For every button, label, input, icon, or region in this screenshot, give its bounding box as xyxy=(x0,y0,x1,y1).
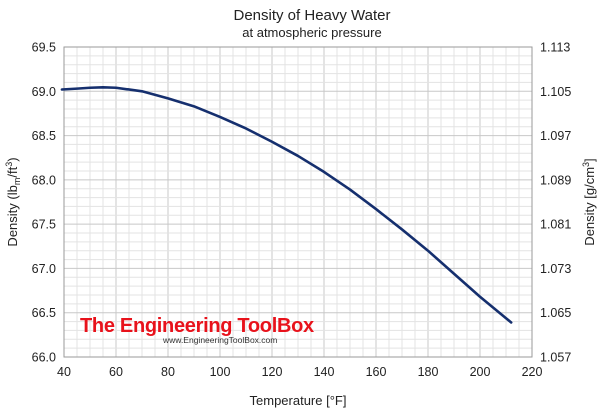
y-tick-label-left: 68.0 xyxy=(32,173,56,187)
y-left-label-sub: m xyxy=(12,178,22,186)
y-tick-label-right: 1.089 xyxy=(540,173,571,187)
y-tick-labels-right: 1.057 1.065 1.073 1.081 1.089 1.097 1.105 1.113 xyxy=(540,41,571,365)
y-tick-label-right: 1.105 xyxy=(540,85,571,99)
y-tick-label-left: 66.5 xyxy=(32,306,56,320)
x-tick-label: 180 xyxy=(418,365,439,379)
watermark-brand: The Engineering ToolBox xyxy=(80,315,314,337)
y-tick-label-left: 67.5 xyxy=(32,218,56,232)
y-tick-label-left: 68.5 xyxy=(32,129,56,143)
y-left-label-mid: /ft xyxy=(5,166,20,177)
x-tick-label: 80 xyxy=(161,365,175,379)
x-tick-label: 220 xyxy=(522,365,543,379)
y-tick-label-left: 69.0 xyxy=(32,85,56,99)
y-left-label-pre: Density (lb xyxy=(5,185,20,246)
series-line-density xyxy=(60,86,513,324)
y-tick-label-right: 1.113 xyxy=(540,41,570,55)
x-axis-label: Temperature [°F] xyxy=(250,393,347,408)
y-tick-labels-left: 66.0 66.5 67.0 67.5 68.0 68.5 69.0 69.5 xyxy=(32,41,56,365)
chart-title: Density of Heavy Water xyxy=(234,7,391,24)
y-axis-label-left: Density (lbm/ft3) xyxy=(4,157,22,246)
y-right-label-sup: 3 xyxy=(581,162,591,167)
x-tick-label: 60 xyxy=(109,365,123,379)
y-axis-label-right: Density [g/cm3] xyxy=(581,158,597,245)
x-tick-label: 40 xyxy=(57,365,71,379)
x-tick-label: 200 xyxy=(470,365,491,379)
y-tick-label-left: 67.0 xyxy=(32,262,56,276)
x-tick-label: 140 xyxy=(314,365,335,379)
y-tick-label-right: 1.081 xyxy=(540,218,571,232)
watermark: The Engineering ToolBox www.EngineeringT… xyxy=(80,315,314,345)
y-right-label-post: ] xyxy=(582,158,597,162)
y-tick-label-left: 66.0 xyxy=(32,351,56,365)
y-tick-label-right: 1.097 xyxy=(540,129,571,143)
x-tick-label: 100 xyxy=(210,365,231,379)
grid xyxy=(63,46,533,358)
y-tick-label-right: 1.073 xyxy=(540,262,571,276)
chart-subtitle: at atmospheric pressure xyxy=(242,25,381,40)
watermark-url: www.EngineeringToolBox.com xyxy=(162,335,277,345)
y-left-label-post: ) xyxy=(5,157,20,161)
x-tick-label: 120 xyxy=(262,365,283,379)
y-tick-label-right: 1.057 xyxy=(540,351,571,365)
y-right-label-pre: Density [g/cm xyxy=(582,167,597,246)
x-tick-label: 160 xyxy=(366,365,387,379)
plot-frame xyxy=(63,46,533,358)
y-left-label-sup: 3 xyxy=(4,162,14,167)
y-tick-label-right: 1.065 xyxy=(540,306,571,320)
x-tick-labels: 40 60 80 100 120 140 160 180 200 220 xyxy=(57,365,542,379)
y-tick-label-left: 69.5 xyxy=(32,41,56,55)
